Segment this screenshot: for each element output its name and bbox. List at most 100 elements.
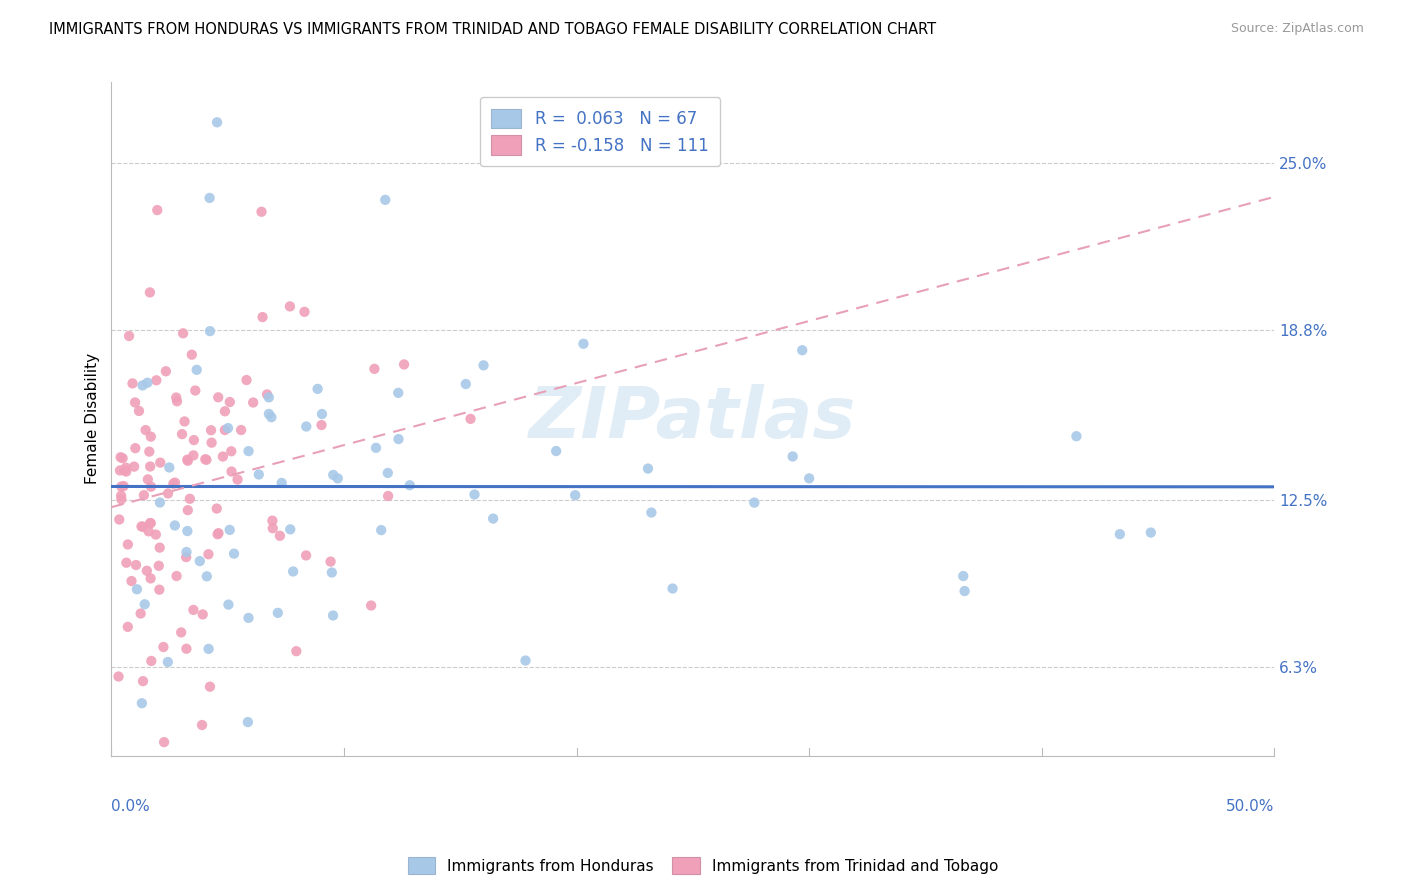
Point xyxy=(285,644,308,658)
Point xyxy=(374,193,396,207)
Legend: R =  0.063   N = 67, R = -0.158   N = 111: R = 0.063 N = 67, R = -0.158 N = 111 xyxy=(479,97,720,166)
Point xyxy=(110,489,132,503)
Point xyxy=(165,391,187,405)
Point xyxy=(197,641,219,656)
Point xyxy=(186,363,208,377)
Point xyxy=(139,285,162,300)
Point xyxy=(229,423,252,437)
Point xyxy=(661,582,683,596)
Point xyxy=(377,489,399,503)
Point xyxy=(260,410,283,425)
Point xyxy=(387,432,409,446)
Point xyxy=(177,503,200,517)
Point xyxy=(377,466,399,480)
Point xyxy=(319,555,342,569)
Point xyxy=(141,654,163,668)
Point xyxy=(139,516,162,530)
Point xyxy=(363,361,385,376)
Point xyxy=(166,394,188,409)
Point xyxy=(637,461,659,475)
Point xyxy=(222,547,245,561)
Point xyxy=(138,524,160,539)
Point xyxy=(546,444,568,458)
Point xyxy=(238,611,260,625)
Point xyxy=(205,501,228,516)
Point xyxy=(198,191,221,205)
Point xyxy=(156,655,179,669)
Text: 50.0%: 50.0% xyxy=(1226,798,1274,814)
Point xyxy=(108,512,131,526)
Point xyxy=(387,385,409,400)
Point xyxy=(1066,429,1088,443)
Point xyxy=(454,377,477,392)
Point xyxy=(110,492,132,507)
Point xyxy=(163,475,186,490)
Point xyxy=(149,495,172,509)
Point xyxy=(145,373,167,387)
Point xyxy=(110,480,132,494)
Point xyxy=(218,395,240,409)
Legend: Immigrants from Honduras, Immigrants from Trinidad and Tobago: Immigrants from Honduras, Immigrants fro… xyxy=(402,851,1004,880)
Point xyxy=(108,463,131,477)
Point xyxy=(139,571,162,585)
Point xyxy=(188,554,211,568)
Point xyxy=(515,654,537,668)
Point xyxy=(1108,527,1130,541)
Point xyxy=(152,640,174,654)
Point xyxy=(640,506,662,520)
Point xyxy=(118,329,141,343)
Point xyxy=(212,450,235,464)
Text: Source: ZipAtlas.com: Source: ZipAtlas.com xyxy=(1230,22,1364,36)
Point xyxy=(179,491,201,506)
Point xyxy=(183,449,205,463)
Point xyxy=(799,471,821,485)
Point xyxy=(107,669,129,683)
Point xyxy=(122,459,145,474)
Point xyxy=(205,115,228,129)
Point xyxy=(321,566,343,580)
Point xyxy=(281,565,304,579)
Point xyxy=(153,735,176,749)
Point xyxy=(295,419,318,434)
Point xyxy=(170,625,193,640)
Point xyxy=(252,310,274,324)
Point xyxy=(132,674,155,689)
Point xyxy=(322,467,344,482)
Point xyxy=(176,452,198,467)
Point xyxy=(311,407,333,421)
Point xyxy=(166,569,188,583)
Point xyxy=(114,463,136,477)
Point xyxy=(235,373,257,387)
Point xyxy=(131,519,153,533)
Point xyxy=(195,569,218,583)
Point xyxy=(115,460,138,475)
Point xyxy=(742,495,765,509)
Point xyxy=(157,486,180,500)
Point xyxy=(125,582,148,597)
Point xyxy=(307,382,329,396)
Point xyxy=(360,599,382,613)
Point xyxy=(247,467,270,482)
Point xyxy=(572,336,595,351)
Point xyxy=(278,299,301,313)
Point xyxy=(148,582,170,597)
Point xyxy=(250,204,273,219)
Point xyxy=(134,597,156,611)
Point xyxy=(214,404,236,418)
Point xyxy=(370,523,392,537)
Point xyxy=(139,430,162,444)
Point xyxy=(117,620,139,634)
Point xyxy=(132,520,155,534)
Point xyxy=(326,471,349,485)
Point xyxy=(136,376,159,390)
Point xyxy=(110,450,132,465)
Point xyxy=(191,607,214,622)
Point xyxy=(195,452,218,467)
Point xyxy=(139,480,162,494)
Point xyxy=(149,541,172,555)
Y-axis label: Female Disability: Female Disability xyxy=(86,353,100,484)
Point xyxy=(207,526,229,541)
Point xyxy=(364,441,387,455)
Point xyxy=(269,529,291,543)
Point xyxy=(145,527,167,541)
